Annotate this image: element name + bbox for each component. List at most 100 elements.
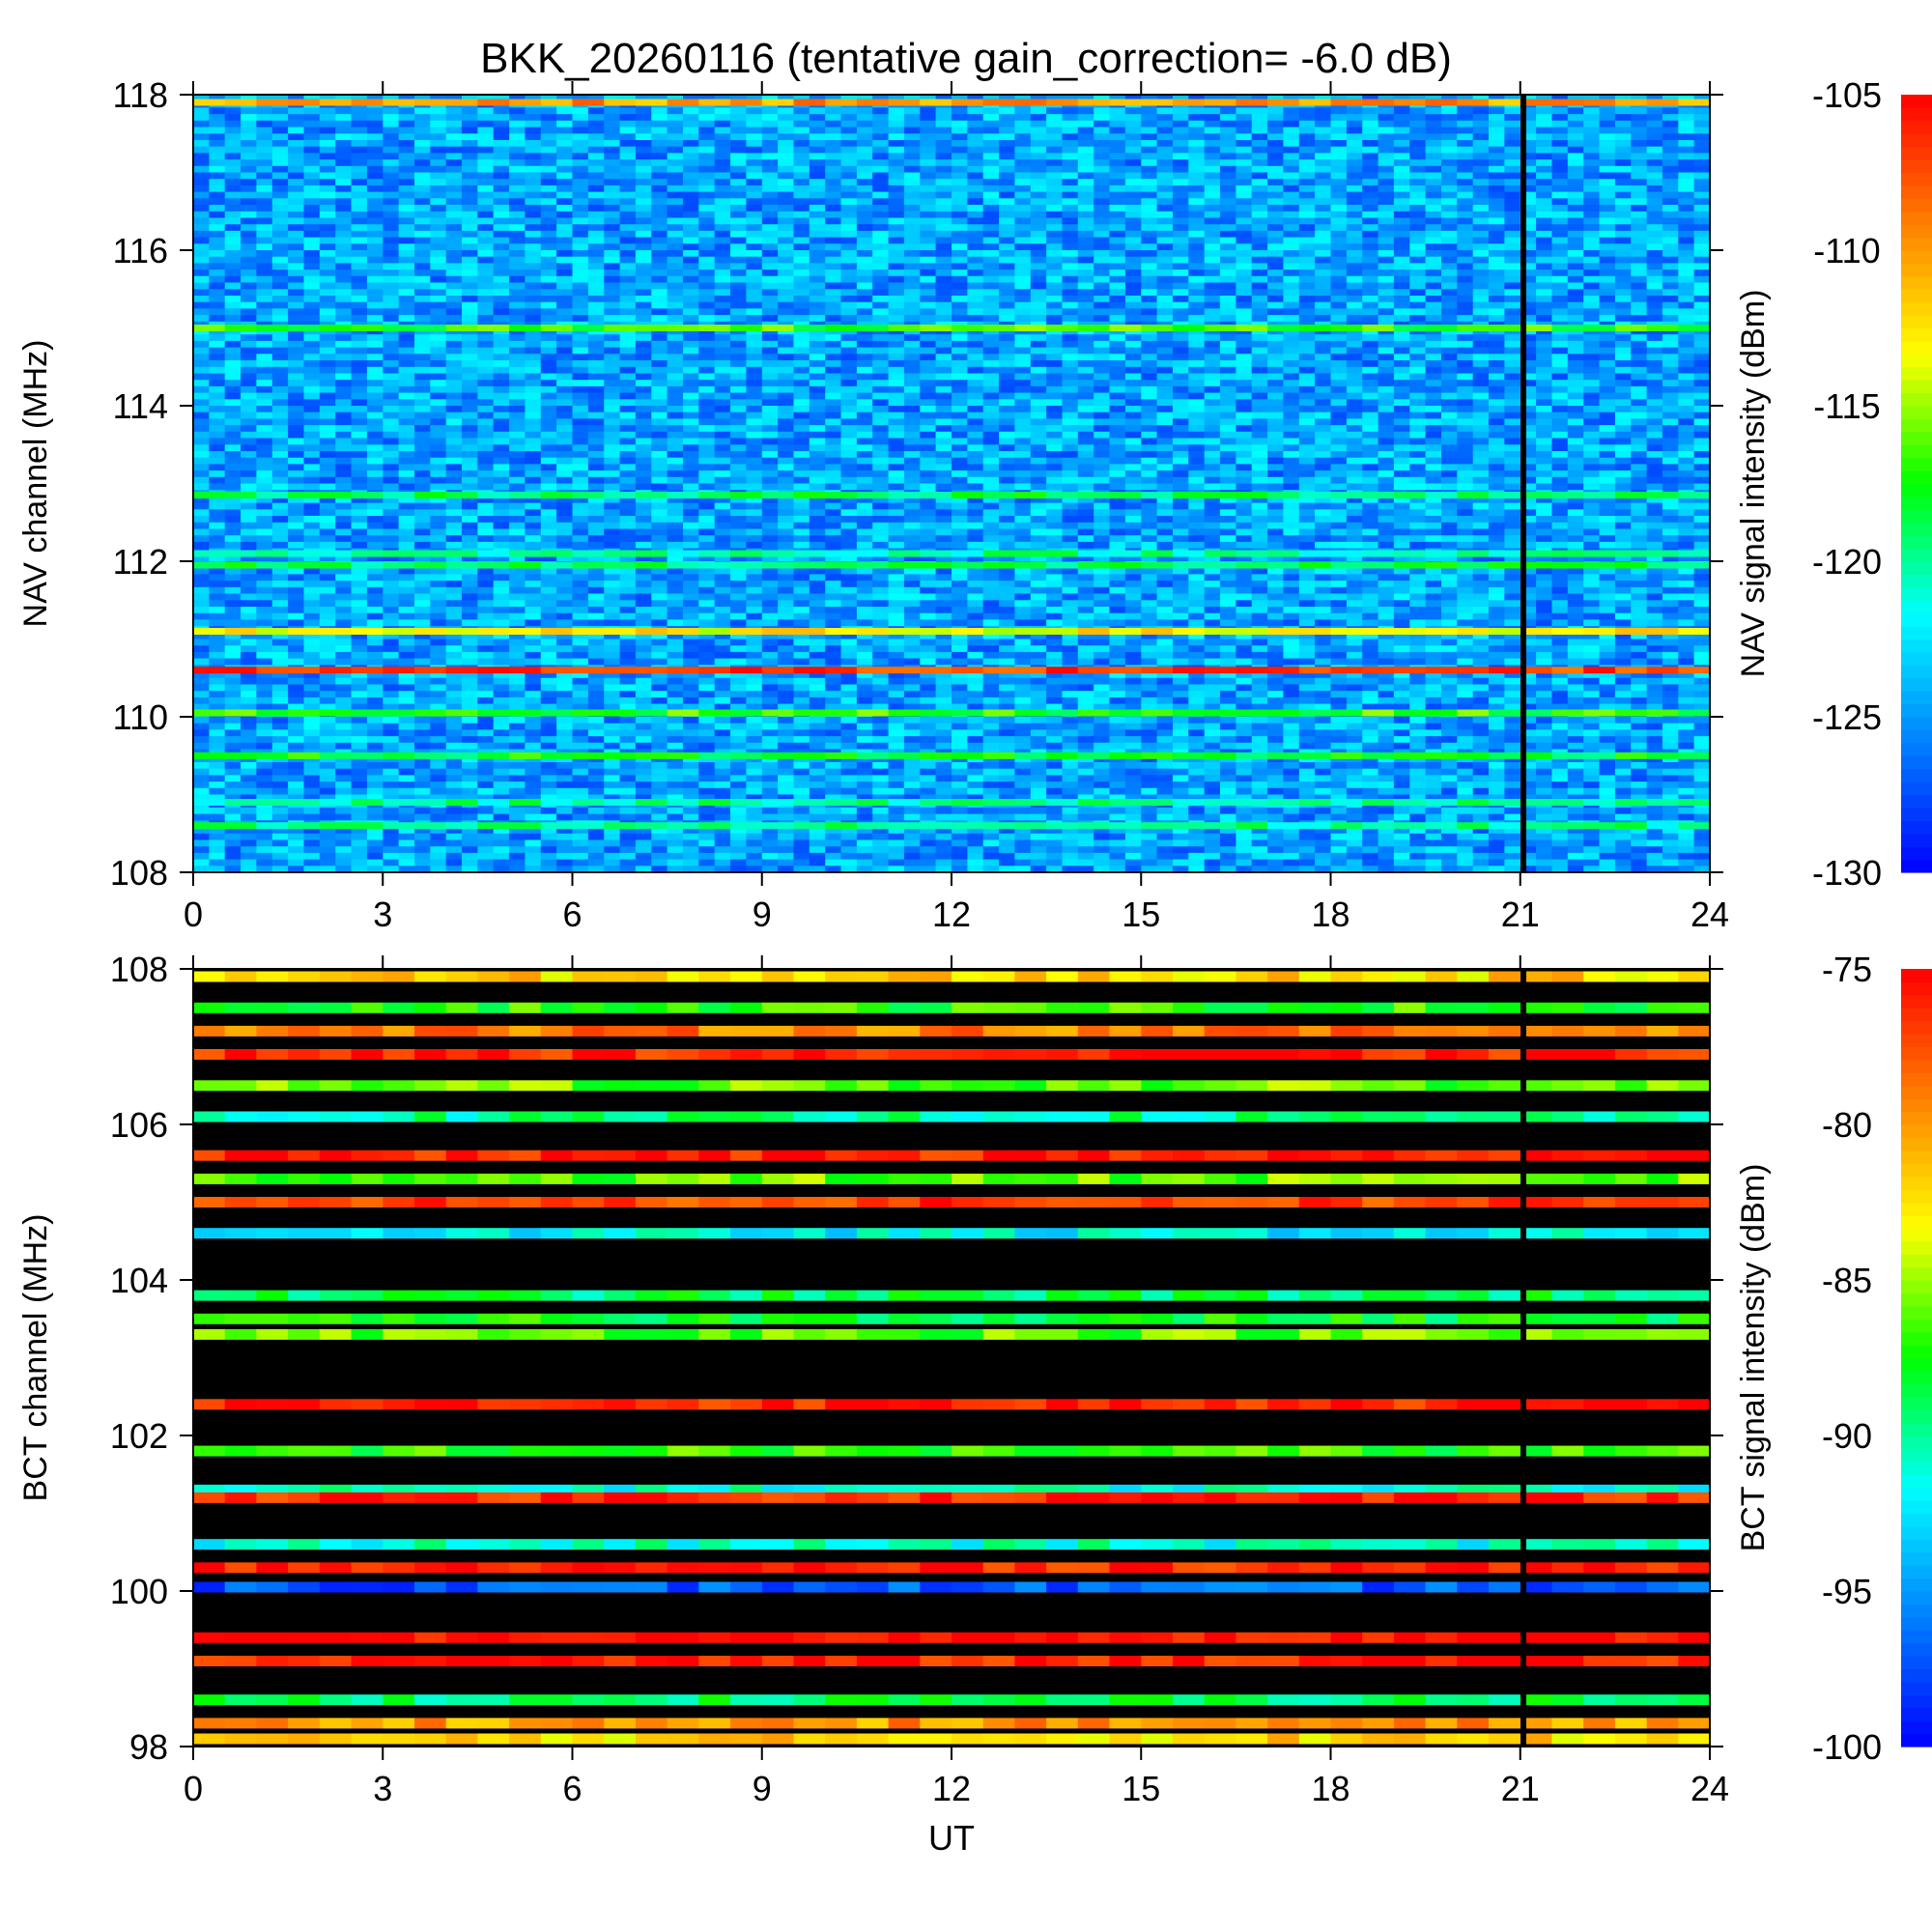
nav-noise-cell [1504,282,1521,290]
nav-noise-cell [1330,205,1348,213]
nav-noise-cell [1425,340,1442,348]
nav-noise-cell [445,172,463,180]
nav-noise-cell [903,275,921,283]
nav-noise-cell [1267,230,1285,238]
nav-noise-cell [683,360,699,368]
nav-noise-cell [303,315,321,323]
nav-noise-cell [1046,120,1064,128]
nav-noise-cell [872,217,890,225]
nav-noise-cell [730,385,747,393]
nav-noise-cell [1062,354,1079,361]
nav-noise-cell [793,275,810,283]
nav-noise-cell [1109,250,1126,258]
nav-noise-cell [604,165,621,173]
nav-noise-cell [1567,205,1584,213]
nav-noise-cell [856,185,873,192]
nav-noise-cell [303,120,321,128]
nav-noise-cell [351,211,368,218]
nav-noise-cell [967,114,984,122]
nav-noise-cell [1283,172,1300,180]
nav-noise-cell [952,224,968,232]
nav-noise-cell [1614,95,1632,102]
nav-noise-cell [1188,289,1206,297]
nav-noise-cell [462,205,478,213]
nav-noise-cell [288,296,305,303]
nav-noise-cell [1583,107,1601,115]
nav-noise-cell [556,114,574,122]
nav-noise-cell [635,392,652,400]
nav-noise-cell [604,392,621,400]
nav-noise-cell [430,296,447,303]
nav-noise-cell [935,211,952,218]
nav-noise-cell [1014,211,1032,218]
nav-noise-cell [1141,392,1158,400]
nav-noise-cell [730,327,747,335]
nav-noise-cell [493,179,510,186]
nav-noise-cell [1614,373,1632,381]
nav-noise-cell [1062,418,1079,426]
nav-noise-cell [1504,399,1521,407]
nav-noise-cell [1062,185,1079,192]
nav-noise-cell [1678,270,1695,277]
nav-noise-cell [1662,198,1679,206]
nav-noise-cell [383,373,400,381]
nav-noise-cell [1315,191,1332,199]
nav-noise-cell [1236,179,1253,186]
nav-noise-cell [1046,146,1064,154]
nav-noise-cell [224,354,242,361]
nav-noise-cell [1631,153,1648,160]
nav-noise-cell [1362,205,1379,213]
nav-noise-cell [604,191,621,199]
nav-noise-cell [1457,146,1474,154]
nav-noise-cell [477,256,495,264]
nav-noise-cell [746,114,763,122]
nav-noise-cell [493,107,510,115]
nav-noise-cell [1536,185,1553,192]
nav-noise-cell [1330,224,1348,232]
nav-noise-cell [241,127,258,134]
nav-noise-cell [1204,256,1221,264]
nav-noise-cell [1014,418,1032,426]
nav-noise-cell [967,406,984,413]
nav-noise-cell [920,385,937,393]
nav-noise-cell [1646,179,1663,186]
nav-noise-cell [256,315,273,323]
nav-noise-cell [493,275,510,283]
nav-noise-cell [1662,360,1679,368]
nav-noise-cell [1283,327,1300,335]
nav-noise-cell [1551,360,1569,368]
nav-noise-cell [1156,198,1174,206]
nav-noise-cell [256,250,273,258]
nav-noise-cell [619,230,637,238]
nav-noise-cell [746,412,763,419]
nav-noise-cell [430,237,447,244]
nav-noise-cell [1520,95,1537,102]
nav-noise-cell [1062,256,1079,264]
nav-noise-cell [209,95,226,102]
nav-noise-cell [982,360,1000,368]
nav-noise-cell [383,270,400,277]
nav-noise-cell [604,230,621,238]
nav-noise-cell [1425,237,1442,244]
nav-noise-cell [209,354,226,361]
nav-noise-cell [572,354,589,361]
nav-noise-cell [366,179,384,186]
nav-noise-cell [271,296,289,303]
nav-noise-cell [1173,366,1189,374]
nav-noise-cell [778,275,795,283]
nav-noise-cell [635,140,652,148]
nav-noise-cell [1583,275,1601,283]
nav-noise-cell [319,275,336,283]
nav-noise-cell [982,107,1000,115]
nav-noise-cell [1678,412,1695,419]
nav-noise-cell [445,133,463,141]
nav-noise-cell [825,418,842,426]
nav-noise-cell [1030,380,1047,387]
nav-noise-cell [193,263,210,270]
nav-noise-cell [1315,243,1332,251]
nav-noise-cell [935,282,952,290]
nav-noise-cell [288,373,305,381]
nav-noise-cell [1678,263,1695,270]
nav-noise-cell [1472,153,1490,160]
nav-noise-cell [430,301,447,309]
